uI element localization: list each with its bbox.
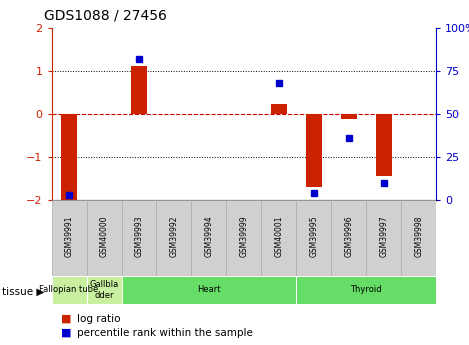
Text: GSM40000: GSM40000 [99,216,108,257]
Text: GSM39994: GSM39994 [204,216,213,257]
Text: log ratio: log ratio [77,314,121,324]
Bar [401,200,436,276]
Bar [87,276,121,304]
Bar [157,200,191,276]
Bar [261,200,296,276]
Bar [227,200,261,276]
Bar [271,104,287,114]
Bar [121,276,296,304]
Text: GSM39995: GSM39995 [309,216,318,257]
Text: GSM40001: GSM40001 [274,216,283,257]
Text: GSM39998: GSM39998 [414,216,423,257]
Bar [306,114,322,187]
Text: Thyroid: Thyroid [350,285,382,294]
Bar [191,200,227,276]
Bar [87,200,121,276]
Text: GSM39992: GSM39992 [169,216,179,257]
Text: ■: ■ [61,328,71,338]
Bar [331,200,366,276]
Text: GSM39993: GSM39993 [135,216,144,257]
Bar [296,200,331,276]
Text: percentile rank within the sample: percentile rank within the sample [77,328,253,338]
Text: GSM39991: GSM39991 [65,216,74,257]
Bar [121,200,157,276]
Bar [61,114,77,200]
Bar [296,276,436,304]
Text: ■: ■ [61,314,71,324]
Text: Gallbla
dder: Gallbla dder [90,280,119,299]
Text: tissue ▶: tissue ▶ [2,287,45,296]
Text: GDS1088 / 27456: GDS1088 / 27456 [44,8,167,22]
Text: GSM39996: GSM39996 [344,216,353,257]
Bar [52,276,87,304]
Bar [376,114,392,176]
Text: GSM39997: GSM39997 [379,216,388,257]
Text: Heart: Heart [197,285,221,294]
Bar [366,200,401,276]
Text: GSM39999: GSM39999 [239,216,249,257]
Bar [341,114,356,119]
Bar [52,200,87,276]
Bar [131,66,147,114]
Text: Fallopian tube: Fallopian tube [39,285,98,294]
